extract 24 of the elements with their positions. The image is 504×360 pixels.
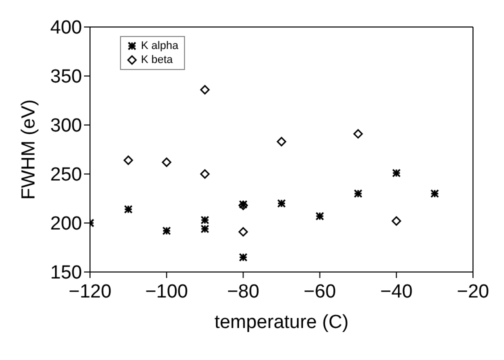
legend-label: K alpha <box>141 39 178 53</box>
point <box>124 156 133 165</box>
y-tick-label: 400 <box>50 18 82 39</box>
y-tick-label: 350 <box>50 66 82 88</box>
x-tick-label: −40 <box>380 281 413 302</box>
legend-label: K beta <box>141 53 173 67</box>
x-tick-label: −60 <box>304 281 336 302</box>
y-tick-label: 150 <box>50 262 82 284</box>
x-tick-label: −120 <box>68 281 112 302</box>
point <box>353 129 363 139</box>
point <box>238 227 248 237</box>
point <box>392 216 402 226</box>
x-axis-title: temperature (C) <box>214 312 349 333</box>
point <box>200 169 210 179</box>
point <box>200 85 210 94</box>
y-axis-title: FWHM (eV) <box>18 99 40 200</box>
y-tick-label: 200 <box>50 214 82 235</box>
x-tick-label: −80 <box>227 281 260 302</box>
y-tick-label: 250 <box>50 164 82 186</box>
y-tick-label: 300 <box>50 116 82 137</box>
x-tick-label: −100 <box>145 281 188 302</box>
x-tick-label: −20 <box>456 281 490 302</box>
point <box>162 158 172 167</box>
point <box>276 136 286 146</box>
